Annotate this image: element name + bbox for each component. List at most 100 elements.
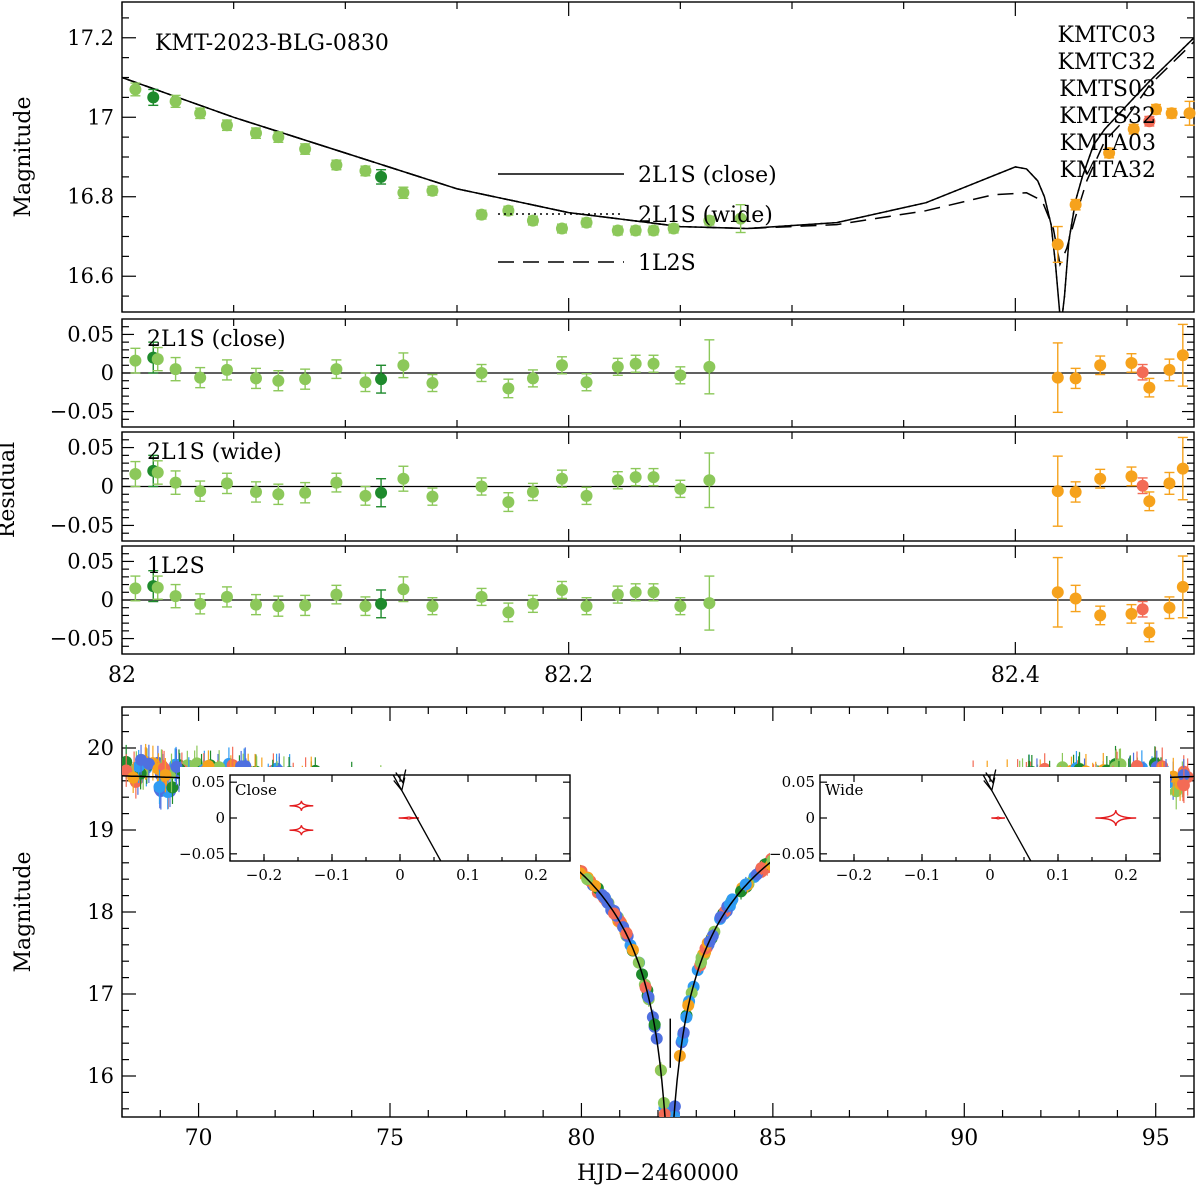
inset-y-tick-label: 0.05: [782, 773, 815, 791]
y-tick-label: 20: [87, 736, 114, 760]
data-point: [142, 757, 155, 770]
data-point: [611, 360, 624, 373]
data-point: [1069, 592, 1082, 605]
data-point: [272, 374, 285, 387]
data-point: [611, 588, 624, 601]
data-point: [1165, 107, 1178, 120]
data-point: [1051, 238, 1064, 251]
residual-axis-label: Residual: [0, 442, 20, 538]
y-tick-label: 16: [87, 1064, 114, 1088]
data-point: [1069, 198, 1082, 211]
data-point: [426, 377, 439, 390]
data-point: [272, 600, 285, 613]
data-point: [359, 164, 372, 177]
data-point: [629, 224, 642, 237]
y-tick-label: 16.6: [67, 264, 114, 288]
data-point: [526, 372, 539, 385]
data-point: [170, 760, 183, 773]
data-point: [1163, 363, 1176, 376]
model-legend-label: 1L2S: [638, 251, 696, 276]
data-point: [502, 204, 515, 217]
data-point: [330, 476, 343, 489]
inset-label: Wide: [825, 781, 864, 799]
data-point: [375, 170, 388, 183]
data-point: [629, 471, 642, 484]
caustic-curve: [991, 816, 1005, 820]
data-point: [1051, 586, 1064, 599]
data-point: [555, 472, 568, 485]
data-point: [169, 363, 182, 376]
data-point: [475, 208, 488, 221]
data-point: [1183, 107, 1196, 120]
legend-kmts32: KMTS32: [1059, 104, 1156, 129]
data-point: [375, 486, 388, 499]
legend-kmta03: KMTA03: [1060, 131, 1156, 156]
y-axis-label: Magnitude: [11, 851, 36, 972]
data-point: [611, 224, 624, 237]
x-tick-label: 80: [567, 1126, 595, 1151]
data-point: [250, 485, 262, 498]
y-axis-label: Magnitude: [11, 96, 36, 217]
data-point: [299, 143, 312, 156]
inset-x-tick-label: 0: [395, 866, 405, 884]
y-tick-label: 0: [101, 361, 114, 385]
data-point: [580, 489, 593, 502]
data-point: [330, 588, 343, 601]
data-point: [1103, 147, 1116, 160]
data-point: [397, 359, 410, 372]
data-point: [129, 468, 142, 481]
data-point: [1125, 607, 1138, 620]
data-point: [647, 357, 660, 370]
x-tick-label: 82.4: [991, 663, 1040, 688]
data-point: [1136, 479, 1149, 492]
model-legend-label: 2L1S (wide): [638, 203, 773, 228]
data-point: [151, 466, 164, 479]
legend-kmtc03: KMTC03: [1058, 23, 1156, 48]
y-tick-label: −0.05: [50, 513, 114, 537]
data-point: [147, 91, 160, 104]
x-tick-label: 85: [759, 1126, 787, 1151]
data-point: [194, 485, 207, 498]
data-point: [674, 482, 687, 495]
y-tick-label: 0: [101, 475, 114, 499]
inset-close: 0.05 0 −0.05 −0.2 −0.1 0 0.1 0.2 Close: [179, 767, 580, 893]
x-tick-label: 90: [950, 1126, 978, 1151]
data-point: [555, 222, 568, 235]
data-point: [272, 488, 285, 501]
data-point: [647, 224, 660, 237]
y-tick-label: 17: [87, 982, 114, 1006]
data-point: [580, 216, 593, 229]
data-point: [194, 597, 207, 610]
y-tick-label: 0.05: [67, 322, 114, 346]
data-point: [1163, 601, 1176, 614]
data-point: [526, 597, 539, 610]
data-point: [703, 474, 716, 487]
data-point: [272, 131, 285, 144]
data-point: [1136, 603, 1149, 616]
data-point: [734, 212, 747, 225]
data-point: [526, 214, 539, 227]
data-point: [726, 893, 739, 906]
x-axis-label: HJD−2460000: [577, 1161, 739, 1186]
trajectory-arrow: [395, 769, 407, 785]
data-point: [555, 583, 568, 596]
data-point: [169, 590, 182, 603]
data-point: [299, 486, 312, 499]
inset-y-tick-label: −0.05: [769, 845, 815, 863]
residual-panel-1: 0.05 0 −0.05 2L1S (close): [50, 318, 1195, 428]
data-point: [220, 363, 233, 376]
data-point: [250, 127, 262, 140]
y-tick-label: 0.05: [67, 549, 114, 573]
data-point: [1094, 609, 1107, 622]
x-tick-label: 82.2: [544, 663, 593, 688]
inset-y-tick-label: 0.05: [192, 773, 225, 791]
y-tick-label: 18: [87, 900, 114, 924]
top-panel: 16.6 16.8 17 17.2 KMT-2023-BLG-0830 Magnitude…: [11, 1, 1196, 313]
caustic-curve: [1095, 810, 1137, 826]
data-point: [220, 119, 233, 132]
y-tick-label: 17.2: [67, 26, 114, 50]
caustic-curve: [398, 816, 420, 820]
data-point: [674, 600, 687, 613]
y-tick-label: 19: [87, 818, 114, 842]
